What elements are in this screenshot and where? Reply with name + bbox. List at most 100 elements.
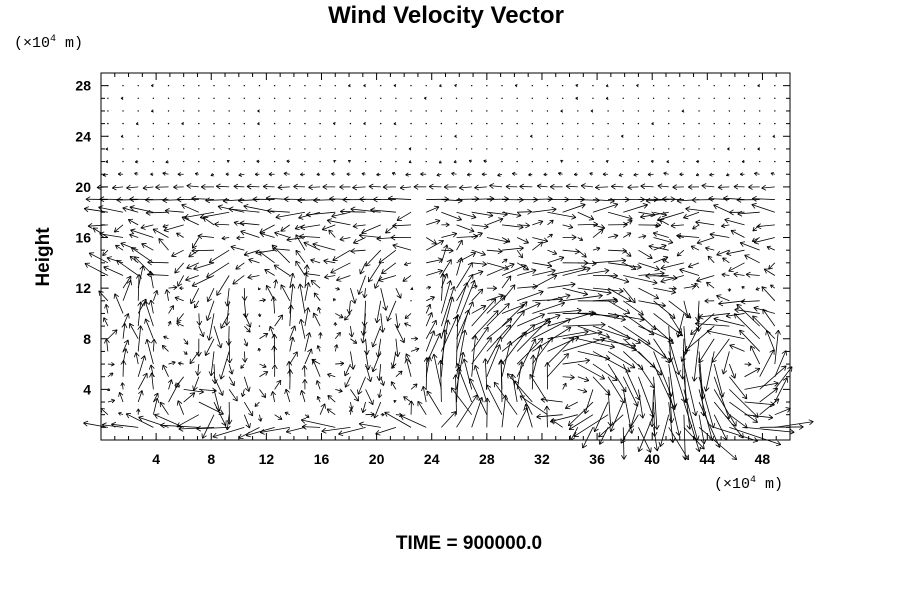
wind-vector-arrow <box>605 96 609 100</box>
wind-vector-arrow <box>142 185 154 191</box>
wind-vector-arrow <box>380 84 382 87</box>
wind-vector-arrow <box>181 203 199 213</box>
wind-vector-arrow <box>511 171 518 176</box>
wind-vector-arrow <box>176 322 184 327</box>
wind-vector-arrow <box>175 376 184 388</box>
wind-vector-arrow <box>657 211 685 222</box>
wind-vector-arrow <box>536 183 548 189</box>
wind-vector-arrow <box>226 338 233 364</box>
wind-vector-arrow <box>713 135 715 137</box>
wind-vector-arrow <box>216 275 230 296</box>
wind-vector-arrow <box>668 148 670 150</box>
wind-vector-arrow <box>352 223 366 229</box>
wind-vector-arrow <box>174 296 184 302</box>
wind-vector-arrow <box>516 407 529 428</box>
wind-vector-arrow <box>425 303 432 314</box>
wind-vector-arrow <box>743 122 746 125</box>
wind-vector-arrow <box>623 275 658 286</box>
wind-vector-arrow <box>684 325 715 352</box>
wind-vector-arrow <box>440 286 456 327</box>
wind-vector-arrow <box>441 231 458 238</box>
wind-vector-arrow <box>289 325 297 339</box>
wind-vector-arrow <box>339 236 351 242</box>
wind-vector-arrow <box>410 122 412 125</box>
wind-vector-arrow <box>331 172 336 176</box>
wind-vector-arrow <box>698 84 700 87</box>
wind-vector-arrow <box>517 208 533 215</box>
wind-vector-arrow <box>645 272 669 279</box>
wind-vector-arrow <box>84 262 109 276</box>
wind-vector-arrow <box>441 222 450 228</box>
wind-vector-arrow <box>532 301 566 314</box>
wind-vector-arrow <box>286 159 290 164</box>
wind-vector-arrow <box>486 285 497 291</box>
wind-vector-arrow <box>259 363 267 368</box>
wind-vector-arrow <box>691 338 700 382</box>
wind-vector-arrow <box>287 369 294 390</box>
wind-vector-arrow <box>607 325 641 344</box>
wind-vector-arrow <box>546 110 549 112</box>
wind-vector-arrow <box>289 97 291 100</box>
wind-vector-arrow <box>682 414 689 461</box>
wind-vector-arrow <box>395 160 397 163</box>
wind-vector-arrow <box>273 110 276 112</box>
wind-vector-arrow <box>623 313 655 336</box>
wind-vector-arrow <box>107 97 109 100</box>
wind-vector-arrow <box>683 148 685 150</box>
wind-vector-arrow <box>274 379 282 390</box>
wind-vector-arrow <box>622 351 644 371</box>
wind-vector-arrow <box>506 373 533 403</box>
wind-vector-arrow <box>326 408 336 416</box>
wind-vector-arrow <box>257 122 260 126</box>
wind-vector-arrow <box>759 398 780 415</box>
wind-vector-arrow <box>663 171 669 176</box>
wind-vector-arrow <box>206 287 215 303</box>
wind-vector-arrow <box>363 84 366 88</box>
wind-vector-arrow <box>436 172 442 177</box>
wind-vector-arrow <box>317 306 322 314</box>
wind-vector-arrow <box>259 426 290 435</box>
wind-vector-arrow <box>440 135 443 137</box>
wind-vector-arrow <box>622 338 656 368</box>
wind-vector-arrow <box>683 84 685 87</box>
wind-vector-arrow <box>730 229 745 238</box>
wind-vector-arrow <box>380 110 382 112</box>
wind-vector-arrow <box>622 363 641 401</box>
wind-vector-arrow <box>514 84 518 88</box>
wind-vector-arrow <box>623 249 632 257</box>
wind-vector-arrow <box>313 197 336 204</box>
wind-vector-arrow <box>151 109 154 113</box>
wind-vector-arrow <box>140 224 154 230</box>
wind-vector-arrow <box>259 371 269 378</box>
wind-vector-arrow <box>668 97 670 100</box>
wind-vector-arrow <box>744 414 774 421</box>
wind-vector-arrow <box>176 196 199 203</box>
wind-vector-arrow <box>425 330 436 352</box>
wind-vector-arrow <box>105 147 109 151</box>
wind-vector-arrow <box>226 159 230 163</box>
wind-vector-arrow <box>607 363 627 393</box>
wind-vector-arrow <box>728 262 745 272</box>
wind-vector-arrow <box>382 184 396 190</box>
wind-vector-arrow <box>303 241 321 251</box>
wind-vector-arrow <box>344 313 351 321</box>
wind-vector-arrow <box>623 325 651 345</box>
wind-vector-arrow <box>362 288 368 299</box>
wind-vector-arrow <box>353 237 366 245</box>
wind-vector-arrow <box>770 171 775 176</box>
wind-vector-arrow <box>441 211 462 222</box>
wind-vector-arrow <box>573 414 609 437</box>
wind-vector-arrow <box>704 298 715 304</box>
wind-vector-arrow <box>410 383 418 390</box>
wind-vector-arrow <box>573 172 578 177</box>
wind-vector-arrow <box>371 351 382 373</box>
wind-vector-arrow <box>150 172 154 176</box>
wind-vector-arrow <box>208 351 215 377</box>
wind-vector-arrow <box>698 338 715 364</box>
wind-vector-arrow <box>167 320 172 327</box>
wind-vector-arrow <box>741 159 745 164</box>
wind-vector-arrow <box>243 160 246 163</box>
wind-vector-arrow <box>531 148 534 150</box>
wind-vector-arrow <box>107 122 109 125</box>
